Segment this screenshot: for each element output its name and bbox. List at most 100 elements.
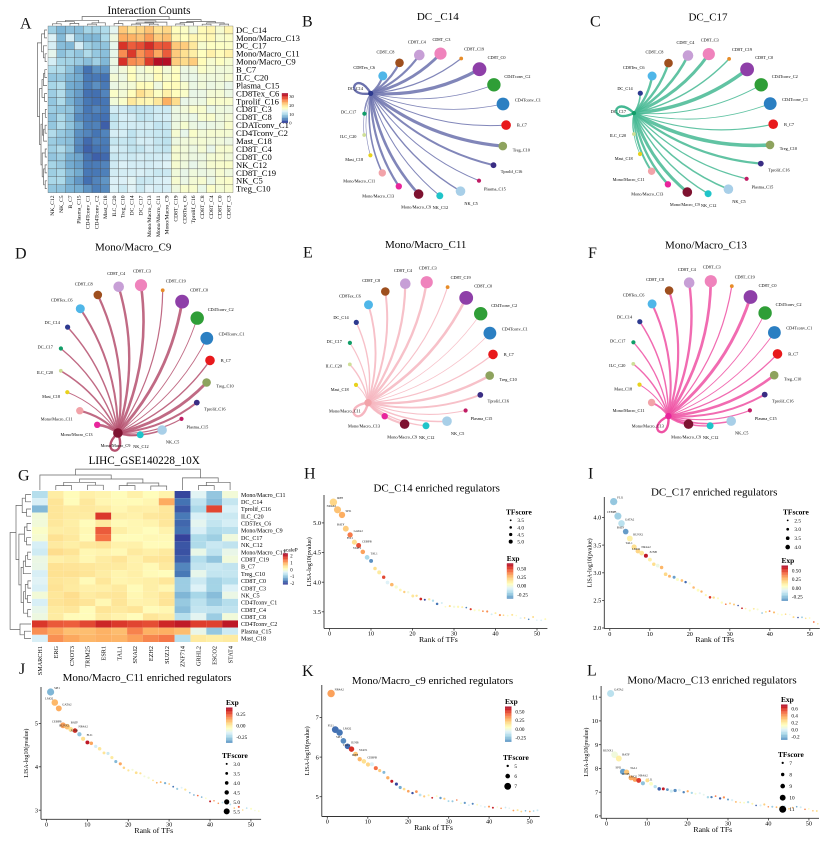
svg-text:0.6: 0.6 bbox=[791, 707, 798, 713]
svg-text:50: 50 bbox=[807, 631, 813, 638]
svg-text:NR4A2: NR4A2 bbox=[79, 725, 89, 729]
svg-text:GATA2: GATA2 bbox=[625, 517, 635, 521]
svg-text:LMO2: LMO2 bbox=[45, 697, 54, 701]
svg-text:TFscore: TFscore bbox=[503, 753, 529, 762]
svg-text:Plasma_C15: Plasma_C15 bbox=[484, 186, 506, 191]
svg-text:RUNX1: RUNX1 bbox=[633, 533, 644, 537]
svg-text:4.0: 4.0 bbox=[593, 515, 601, 522]
svg-text:CD8T_C4: CD8T_C4 bbox=[678, 267, 697, 272]
svg-text:0: 0 bbox=[608, 631, 611, 638]
svg-text:Exp: Exp bbox=[782, 556, 795, 565]
svg-text:CDATconv_C1: CDATconv_C1 bbox=[236, 120, 289, 130]
svg-text:FLI1: FLI1 bbox=[87, 733, 94, 737]
svg-text:TAL1: TAL1 bbox=[371, 551, 379, 555]
svg-text:A: A bbox=[20, 16, 32, 33]
svg-text:E: E bbox=[303, 245, 313, 262]
svg-text:BATF: BATF bbox=[617, 526, 625, 530]
svg-text:Tprolif_C16: Tprolif_C16 bbox=[501, 169, 523, 174]
svg-text:Exp: Exp bbox=[505, 697, 518, 706]
svg-text:40: 40 bbox=[767, 631, 773, 638]
svg-text:CD8T_C4: CD8T_C4 bbox=[209, 195, 215, 219]
svg-text:8: 8 bbox=[595, 766, 598, 773]
svg-text:Mono/Macro_C13: Mono/Macro_C13 bbox=[632, 423, 664, 428]
svg-text:Mono/Macro_C9: Mono/Macro_C9 bbox=[101, 443, 131, 448]
svg-text:CEBPB: CEBPB bbox=[362, 540, 372, 544]
svg-text:2.5: 2.5 bbox=[794, 518, 801, 524]
svg-text:Mono/Macro_C9: Mono/Macro_C9 bbox=[165, 195, 171, 234]
svg-text:Treg_C10: Treg_C10 bbox=[513, 147, 530, 152]
svg-text:Tprolif_C16: Tprolif_C16 bbox=[204, 406, 226, 411]
svg-text:50: 50 bbox=[806, 821, 812, 828]
svg-text:CD4Tconv_C1: CD4Tconv_C1 bbox=[786, 326, 812, 331]
svg-text:Mono/Macro_C9: Mono/Macro_C9 bbox=[95, 242, 172, 254]
svg-text:Mast_C18: Mast_C18 bbox=[615, 156, 633, 161]
svg-text:ILC_C20: ILC_C20 bbox=[326, 363, 342, 368]
svg-text:CD8T_C8: CD8T_C8 bbox=[376, 49, 394, 54]
svg-text:3.0: 3.0 bbox=[233, 762, 240, 768]
svg-text:5: 5 bbox=[514, 764, 517, 770]
svg-text:CD8T_C8: CD8T_C8 bbox=[646, 277, 664, 282]
svg-text:50: 50 bbox=[527, 819, 533, 826]
svg-text:CD4Tconv_C2: CD4Tconv_C2 bbox=[241, 622, 277, 628]
svg-text:Mast_C18: Mast_C18 bbox=[345, 157, 363, 162]
svg-text:10: 10 bbox=[592, 718, 598, 725]
svg-text:4: 4 bbox=[35, 764, 39, 771]
svg-text:NK_C5: NK_C5 bbox=[451, 431, 464, 436]
svg-text:ILC_C20: ILC_C20 bbox=[609, 363, 625, 368]
svg-text:5: 5 bbox=[35, 721, 38, 728]
svg-text:DC_C17: DC_C17 bbox=[610, 338, 626, 343]
svg-text:Mono/Macro_C13: Mono/Macro_C13 bbox=[631, 192, 663, 197]
svg-text:IRF8: IRF8 bbox=[337, 496, 344, 500]
svg-text:NK_C12: NK_C12 bbox=[419, 435, 435, 440]
svg-text:DC_C17: DC_C17 bbox=[38, 344, 54, 349]
svg-text:CEBPB: CEBPB bbox=[607, 510, 617, 514]
svg-text:JUNB: JUNB bbox=[70, 728, 78, 732]
svg-text:CD8T_C0: CD8T_C0 bbox=[241, 579, 266, 585]
svg-text:10: 10 bbox=[365, 819, 371, 826]
svg-text:Mono/Macro_C11: Mono/Macro_C11 bbox=[343, 179, 375, 184]
svg-text:STAT4: STAT4 bbox=[227, 646, 234, 663]
svg-text:Exp: Exp bbox=[781, 695, 794, 704]
svg-text:Mono/Macro_C9: Mono/Macro_C9 bbox=[387, 434, 417, 439]
svg-text:CD4Tconv_C2: CD4Tconv_C2 bbox=[776, 302, 802, 307]
svg-text:CD8T_C4: CD8T_C4 bbox=[236, 144, 273, 154]
svg-text:FLI1: FLI1 bbox=[646, 777, 653, 781]
svg-text:6: 6 bbox=[595, 813, 598, 820]
svg-text:CD4Tconv_C1: CD4Tconv_C1 bbox=[515, 97, 541, 102]
svg-text:NR4A2: NR4A2 bbox=[327, 504, 337, 508]
svg-text:Mono/Macro_C9: Mono/Macro_C9 bbox=[670, 202, 700, 207]
svg-text:LISA-log10(pvalue): LISA-log10(pvalue) bbox=[586, 538, 593, 587]
svg-text:CD8T_C0: CD8T_C0 bbox=[236, 152, 272, 162]
svg-text:JUNB: JUNB bbox=[649, 550, 657, 554]
svg-text:3.0: 3.0 bbox=[593, 570, 601, 577]
svg-text:LMO2: LMO2 bbox=[632, 547, 641, 551]
svg-text:LIHC_GSE140228_10X: LIHC_GSE140228_10X bbox=[89, 455, 200, 467]
svg-text:40: 40 bbox=[207, 822, 213, 829]
svg-text:CD8T_C0: CD8T_C0 bbox=[218, 195, 224, 219]
svg-text:Mono/Macro_C11: Mono/Macro_C11 bbox=[385, 239, 466, 251]
svg-text:ILC_C20: ILC_C20 bbox=[112, 195, 118, 216]
svg-text:DC_C14: DC_C14 bbox=[236, 25, 267, 35]
svg-text:DC_C17: DC_C17 bbox=[241, 536, 262, 542]
svg-text:Mono/Macro_C9: Mono/Macro_C9 bbox=[401, 204, 431, 209]
svg-text:0: 0 bbox=[326, 819, 329, 826]
svg-text:ERG: ERG bbox=[53, 645, 60, 658]
svg-text:DC_C14: DC_C14 bbox=[130, 195, 136, 215]
svg-text:-0.25: -0.25 bbox=[792, 595, 803, 601]
svg-text:NK_C5: NK_C5 bbox=[241, 594, 260, 600]
svg-text:Rank of TFs: Rank of TFs bbox=[134, 826, 173, 835]
svg-text:CD8T_C8: CD8T_C8 bbox=[236, 112, 272, 122]
svg-text:CD4Tconv_C1: CD4Tconv_C1 bbox=[241, 601, 277, 607]
svg-text:0.00: 0.00 bbox=[515, 727, 524, 733]
svg-text:CD8T_C4: CD8T_C4 bbox=[408, 39, 427, 44]
svg-text:4.5: 4.5 bbox=[517, 532, 524, 538]
svg-text:0.00: 0.00 bbox=[792, 586, 801, 592]
svg-text:BATF: BATF bbox=[71, 721, 79, 725]
svg-text:GRHL2: GRHL2 bbox=[196, 646, 203, 666]
svg-text:ILC_C20: ILC_C20 bbox=[340, 134, 356, 139]
svg-text:CD5Tex_C6: CD5Tex_C6 bbox=[241, 522, 271, 528]
svg-text:CD4Tconv_C2: CD4Tconv_C2 bbox=[772, 74, 798, 79]
svg-text:DC_C14: DC_C14 bbox=[333, 315, 349, 320]
svg-text:Mono/Macro_C11: Mono/Macro_C11 bbox=[613, 177, 645, 182]
svg-text:Mono/Macro_C9: Mono/Macro_C9 bbox=[671, 434, 701, 439]
